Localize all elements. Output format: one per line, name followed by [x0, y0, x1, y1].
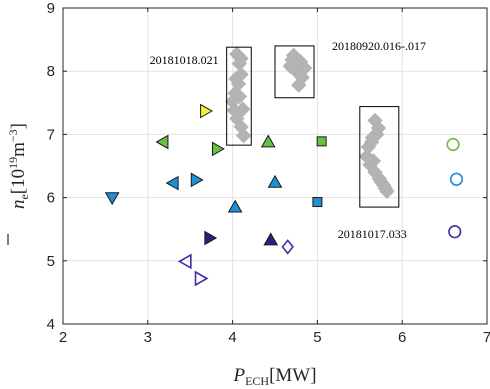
marker-triangle-left — [165, 175, 179, 191]
marker-triangle-up — [267, 174, 283, 188]
y-tick-label: 9 — [47, 0, 55, 17]
y-tick-label: 7 — [47, 126, 55, 143]
y-tick-label: 8 — [47, 63, 55, 80]
plot-area-frame — [62, 7, 488, 325]
highlighted-point — [291, 77, 307, 93]
marker-diamond — [281, 239, 294, 255]
marker-triangle-right — [204, 230, 218, 246]
marker-triangle-left — [177, 253, 192, 270]
highlighted-point — [228, 71, 244, 87]
y-tick-label: 6 — [47, 190, 55, 207]
highlighted-point — [235, 101, 251, 117]
marker-triangle-right — [194, 270, 209, 287]
marker-triangle-down — [104, 192, 120, 206]
marker-triangle-right — [211, 141, 225, 157]
axis-ticks: 2 3 4 5 6 7 4 5 6 7 8 9 — [47, 0, 490, 346]
marker-square — [312, 197, 323, 208]
highlighted-point — [231, 88, 248, 105]
data-points — [104, 103, 464, 287]
shot-group-label: 20181017.033 — [338, 227, 407, 241]
marker-circle — [449, 172, 464, 186]
y-tick-label: 5 — [47, 253, 55, 270]
shot-group-box — [274, 45, 315, 99]
marker-circle — [448, 225, 462, 239]
highlighted-point — [235, 127, 252, 144]
shot-group-box — [359, 106, 400, 208]
highlighted-point — [365, 153, 382, 169]
highlighted-point — [233, 50, 249, 67]
x-tick-label: 7 — [483, 329, 490, 346]
highlighted-point — [363, 134, 380, 150]
shot-group-label: 20181018.021 — [150, 53, 219, 67]
marker-square — [316, 136, 327, 147]
marker-triangle-right — [200, 103, 213, 119]
x-tick-label: 2 — [59, 329, 67, 346]
y-tick-label: 4 — [47, 316, 55, 333]
x-tick-label: 5 — [313, 329, 321, 346]
y-axis-label: ne[1019m−3] — [6, 123, 31, 209]
marker-triangle-up — [260, 134, 276, 148]
marker-triangle-up — [263, 232, 279, 246]
marker-triangle-right — [190, 172, 204, 188]
highlighted-shot-groups: 20181018.021 20180920.016-.017 20181017.03… — [150, 39, 426, 241]
x-axis-label: PECH[MW] — [232, 365, 316, 388]
marker-triangle-up — [227, 199, 243, 213]
shot-group-box — [226, 46, 252, 146]
x-tick-label: 6 — [398, 329, 406, 346]
highlighted-point — [377, 180, 393, 196]
marker-circle — [446, 137, 460, 152]
shot-group-label: 20180920.016-.017 — [332, 39, 426, 53]
highlighted-point — [284, 52, 300, 68]
x-tick-label: 4 — [228, 329, 236, 346]
x-tick-label: 3 — [144, 329, 152, 346]
highlighted-point — [296, 60, 313, 76]
marker-triangle-left — [155, 134, 169, 150]
